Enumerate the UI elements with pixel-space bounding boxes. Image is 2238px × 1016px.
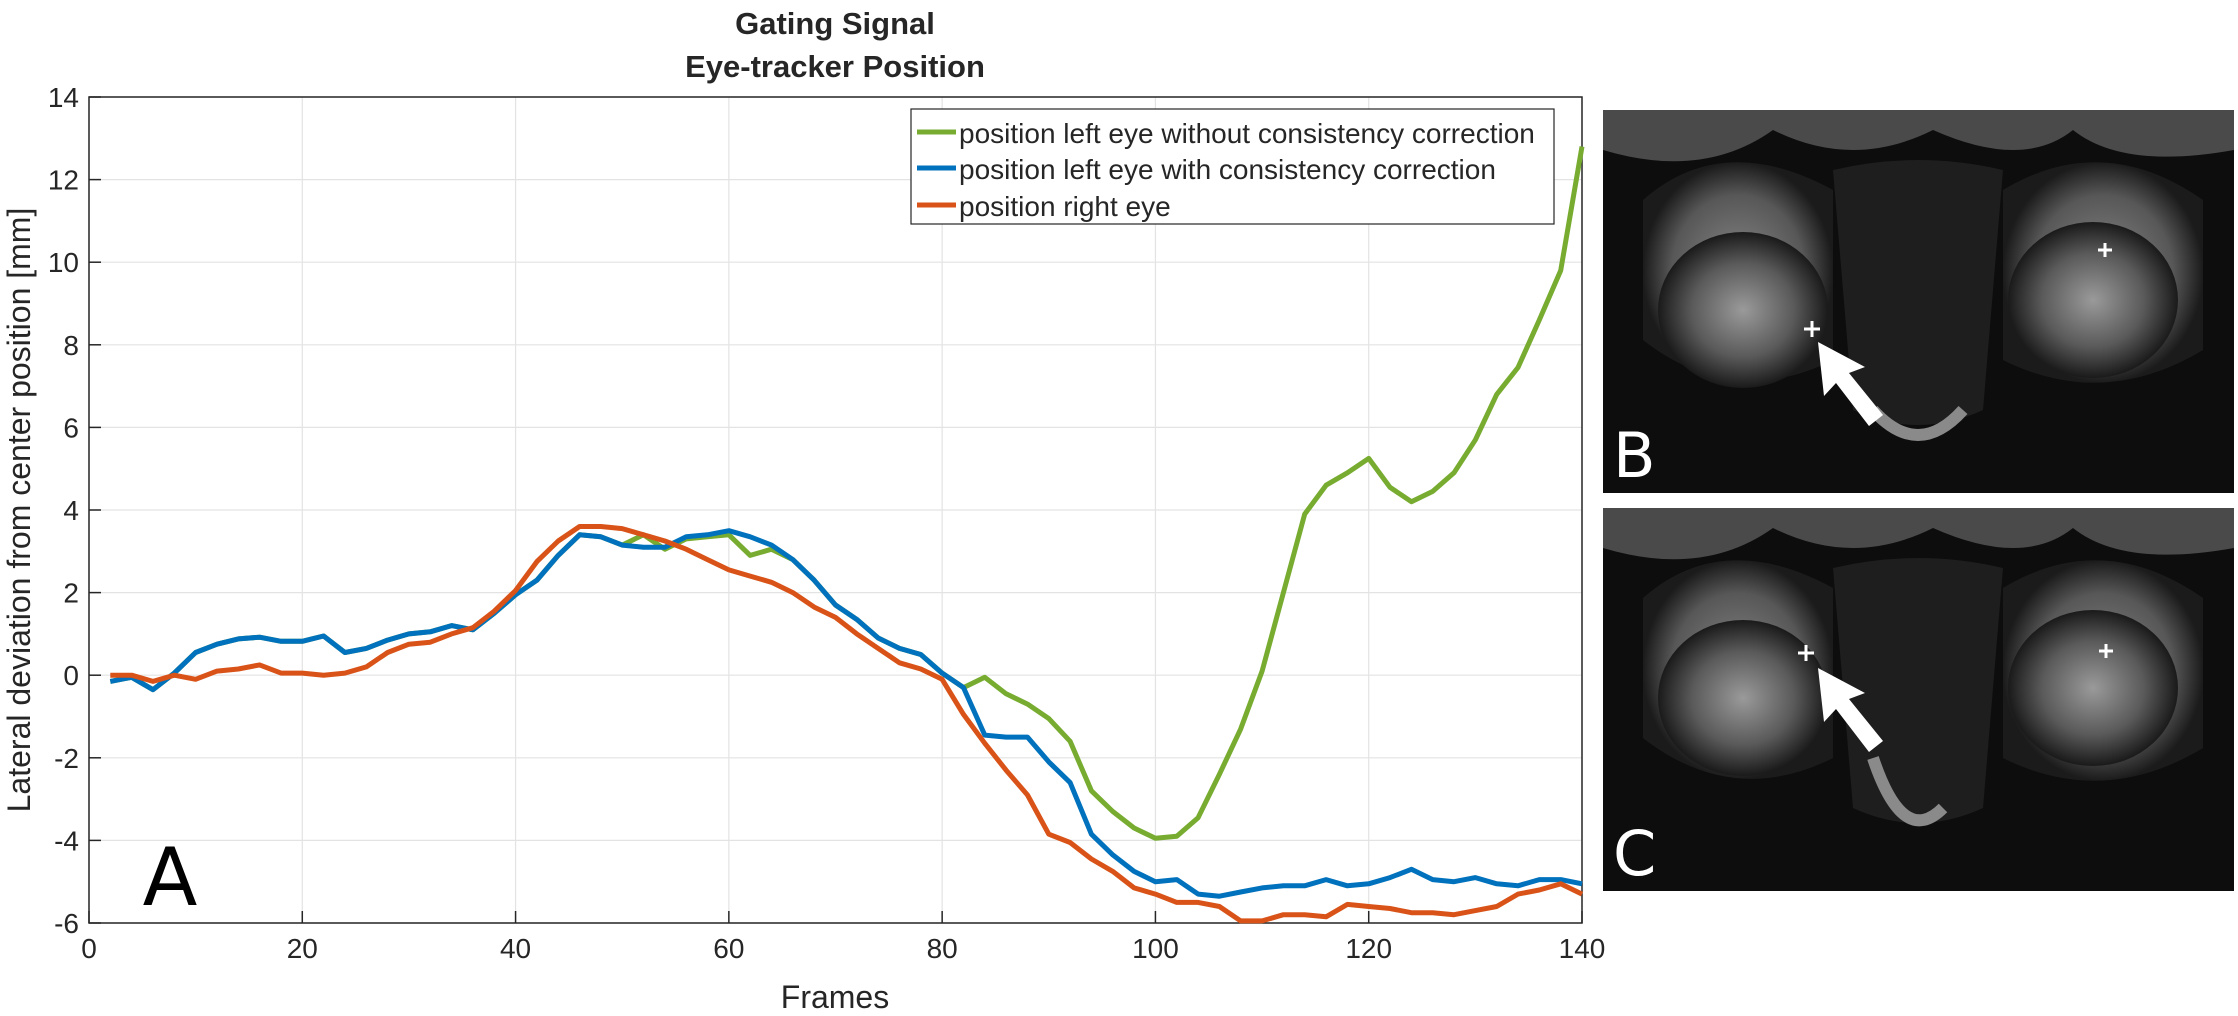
- legend-label-left-uncorrected: position left eye without consistency co…: [959, 118, 1535, 149]
- series-line-0: [109, 146, 1585, 841]
- x-tick-label: 20: [287, 933, 318, 964]
- chart-title-line-2: Eye-tracker Position: [685, 49, 985, 84]
- x-tick-label: 80: [927, 933, 958, 964]
- series-lines: [109, 146, 1585, 924]
- series-line-1: [109, 528, 1583, 899]
- y-tick-label: 8: [63, 330, 79, 361]
- axis-ticks: 0 20 40 60 80 100 120 140 -6 -4 -2 0 2 4 6 8 10 12 14: [48, 82, 1606, 964]
- mri-image-c: [1603, 508, 2234, 891]
- panel-label-c: C: [1613, 817, 1657, 890]
- x-tick-label: 40: [500, 933, 531, 964]
- y-tick-label: 2: [63, 578, 79, 609]
- chart-title-line-1: Gating Signal: [735, 6, 935, 41]
- x-axis-label: Frames: [781, 979, 889, 1015]
- y-tick-label: 14: [48, 82, 79, 113]
- y-tick-label: -6: [54, 908, 79, 939]
- x-tick-label: 60: [713, 933, 744, 964]
- x-tick-label: 0: [81, 933, 97, 964]
- y-tick-label: -2: [54, 743, 79, 774]
- y-axis-label: Lateral deviation from center position […: [1, 208, 37, 813]
- x-tick-label: 100: [1132, 933, 1179, 964]
- panel-label-a: A: [143, 831, 198, 924]
- legend-label-left-corrected: position left eye with consistency corre…: [959, 154, 1496, 185]
- y-tick-label: 10: [48, 247, 79, 278]
- x-tick-label: 120: [1345, 933, 1392, 964]
- panel-label-b: B: [1613, 419, 1656, 492]
- y-tick-label: 0: [63, 660, 79, 691]
- series-line-2: [110, 524, 1584, 924]
- y-tick-label: 4: [63, 495, 79, 526]
- x-tick-label: 140: [1559, 933, 1606, 964]
- cursor-cross-left-c: [1798, 645, 1814, 661]
- legend: position left eye without consistency co…: [910, 108, 1555, 225]
- arrow-icon-b: [1818, 342, 1883, 426]
- y-tick-label: -4: [54, 825, 79, 856]
- mri-panel-b: B: [1603, 110, 2234, 493]
- arrow-icon-c: [1818, 668, 1883, 752]
- y-tick-label: 6: [63, 412, 79, 443]
- y-tick-label: 12: [48, 165, 79, 196]
- cursor-cross-left-b: [1804, 321, 1820, 337]
- legend-label-right-eye: position right eye: [959, 191, 1171, 222]
- legend-box: [910, 108, 1555, 225]
- mri-panel-c: C: [1603, 508, 2234, 891]
- cursor-cross-right-b: [2098, 243, 2112, 257]
- mri-image-b: [1603, 110, 2234, 493]
- cursor-cross-right-c: [2099, 644, 2113, 658]
